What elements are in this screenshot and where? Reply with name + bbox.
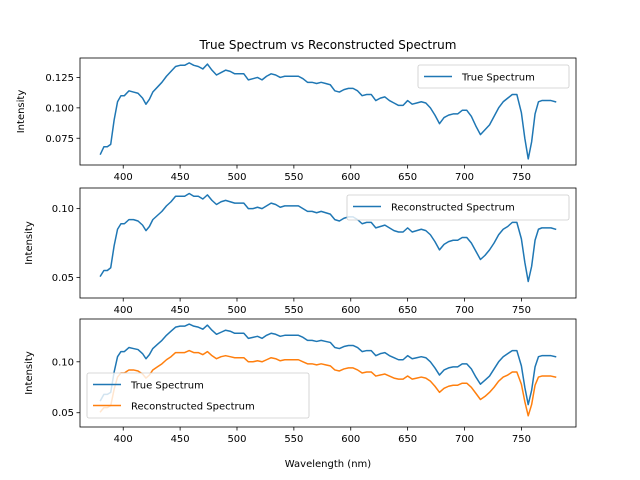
x-tick-label: 700 [455,305,474,316]
x-tick-label: 750 [512,305,531,316]
x-tick-label: 400 [114,434,133,445]
series-line-1 [99,62,557,160]
panel-comparison: 400 450 500 550 600 650 700 750 0.05 0.10 Intensit… [24,318,577,445]
y-tick-label: 0.05 [52,273,74,284]
y-tick-label: 0.10 [52,204,74,215]
figure-title: True Spectrum vs Reconstructed Spectrum [199,38,457,52]
series-line-2 [99,349,557,417]
series-line-1 [99,192,557,283]
legend-frame [86,372,310,419]
y-tick-label: 0.125 [45,73,74,84]
y-axis-label: Intensity [24,221,35,265]
x-axis-label: Wavelength (nm) [285,459,371,470]
x-tick-label: 700 [455,172,474,183]
x-tick-label: 550 [284,305,303,316]
x-tick-label: 600 [341,434,360,445]
y-tick-label: 0.100 [45,103,74,114]
axes-frame [79,318,577,428]
x-tick-label: 650 [398,434,417,445]
y-axis-label: Intensity [24,351,35,395]
x-tick-label: 450 [171,172,190,183]
x-tick-label: 600 [341,305,360,316]
x-tick-label: 450 [171,434,190,445]
y-tick-label: 0.05 [52,408,74,419]
legend: True Spectrum [417,64,570,89]
x-tick-label: 650 [398,305,417,316]
x-tick-label: 650 [398,172,417,183]
legend: True Spectrum Reconstructed Spectrum [86,372,310,419]
x-tick-label: 750 [512,172,531,183]
x-tick-label: 550 [284,172,303,183]
series-line-1 [99,323,557,406]
x-tick-label: 700 [455,434,474,445]
y-tick-label: 0.10 [52,357,74,368]
x-tick-label: 500 [227,434,246,445]
legend-label: True Spectrum [461,73,535,84]
x-tick-label: 600 [341,172,360,183]
y-axis-label: Intensity [16,90,27,134]
legend-label: Reconstructed Spectrum [131,402,255,413]
x-tick-label: 750 [512,434,531,445]
legend-frame [417,64,570,89]
x-tick-label: 500 [227,305,246,316]
legend-frame [346,194,570,221]
x-tick-label: 450 [171,305,190,316]
x-tick-label: 400 [114,305,133,316]
axes-frame [79,57,577,166]
axes-frame [79,187,577,299]
y-tick-label: 0.075 [45,134,74,145]
panel-reconstructed-spectrum: 400 450 500 550 600 650 700 750 0.05 0.10 Intensit… [24,187,577,316]
x-tick-label: 500 [227,172,246,183]
legend-label: True Spectrum [130,381,204,392]
x-tick-label: 550 [284,434,303,445]
x-tick-label: 400 [114,172,133,183]
panel-true-spectrum: 400 450 500 550 600 650 700 750 0.075 0.100 0.125 I… [16,57,577,183]
legend: Reconstructed Spectrum [346,194,570,221]
legend-label: Reconstructed Spectrum [391,203,515,214]
